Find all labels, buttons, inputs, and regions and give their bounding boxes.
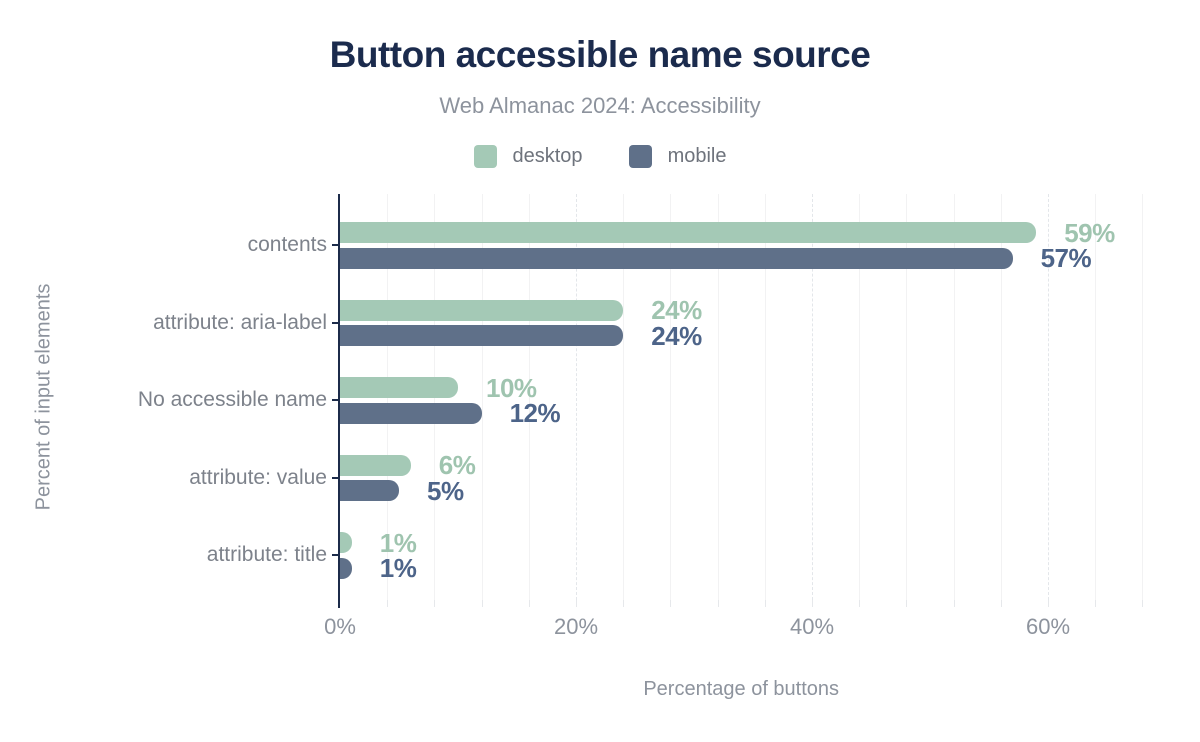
bar-mobile bbox=[340, 480, 399, 501]
x-axis-tick bbox=[764, 600, 766, 607]
bar-mobile bbox=[340, 402, 482, 424]
bar-desktop bbox=[340, 377, 458, 398]
value-label-desktop: 10% bbox=[486, 372, 537, 403]
y-axis-tick bbox=[332, 244, 338, 247]
minor-gridline bbox=[1000, 194, 1002, 600]
major-gridline bbox=[812, 194, 813, 600]
legend-item-desktop[interactable]: desktop bbox=[473, 144, 583, 168]
x-axis-tick bbox=[953, 600, 955, 607]
category-label: attribute: title bbox=[206, 543, 327, 567]
y-axis-tick bbox=[332, 321, 338, 324]
bar-desktop bbox=[340, 532, 352, 553]
legend-swatch-desktop bbox=[473, 144, 497, 168]
value-label-desktop: 1% bbox=[379, 527, 417, 558]
x-axis-tick bbox=[528, 600, 530, 607]
major-gridline bbox=[576, 194, 577, 600]
minor-gridline bbox=[1095, 194, 1097, 600]
minor-gridline bbox=[764, 194, 766, 600]
chart-subtitle: Web Almanac 2024: Accessibility bbox=[439, 93, 761, 118]
minor-gridline bbox=[481, 194, 483, 600]
value-label-mobile: 24% bbox=[651, 320, 702, 351]
bar-desktop bbox=[340, 222, 1037, 243]
x-axis-tick bbox=[1142, 600, 1144, 607]
minor-gridline bbox=[670, 194, 672, 600]
x-tick-label: 0% bbox=[324, 614, 356, 639]
category-label: attribute: value bbox=[189, 465, 327, 489]
legend-label: mobile bbox=[667, 144, 727, 167]
x-axis-tick bbox=[717, 600, 719, 607]
minor-gridline bbox=[906, 194, 908, 600]
x-axis-tick bbox=[859, 600, 861, 607]
value-label-mobile: 5% bbox=[427, 475, 464, 506]
x-axis-tick bbox=[1000, 600, 1002, 607]
x-axis-tick bbox=[387, 600, 389, 607]
x-axis-tick bbox=[1095, 600, 1097, 607]
minor-gridline bbox=[623, 194, 625, 600]
minor-gridline bbox=[953, 194, 955, 600]
legend-swatch-mobile bbox=[628, 144, 652, 168]
value-label-desktop: 59% bbox=[1064, 217, 1115, 248]
x-tick-label: 60% bbox=[1025, 614, 1071, 639]
value-label-mobile: 57% bbox=[1040, 243, 1092, 273]
y-axis-tick bbox=[332, 476, 338, 479]
major-gridline bbox=[1048, 194, 1049, 600]
x-axis-tick bbox=[623, 600, 625, 607]
x-tick-label: 40% bbox=[789, 614, 835, 639]
legend-item-mobile[interactable]: mobile bbox=[628, 144, 727, 168]
minor-gridline bbox=[1142, 194, 1144, 600]
x-axis-tick bbox=[1048, 600, 1049, 607]
minor-gridline bbox=[717, 194, 719, 600]
category-label: No accessible name bbox=[137, 388, 327, 412]
bar-mobile bbox=[340, 325, 624, 346]
x-tick-label: 20% bbox=[553, 614, 599, 639]
minor-gridline bbox=[528, 194, 530, 600]
chart-legend: desktop mobile bbox=[0, 142, 1200, 170]
x-axis-tick bbox=[434, 600, 436, 607]
value-label-desktop: 6% bbox=[438, 450, 476, 480]
y-axis-tick bbox=[332, 399, 338, 402]
value-label-desktop: 24% bbox=[651, 295, 702, 325]
y-axis-tick bbox=[332, 554, 338, 557]
bar-desktop bbox=[340, 299, 624, 321]
value-label-mobile: 1% bbox=[379, 553, 417, 583]
bar-mobile bbox=[340, 247, 1013, 269]
x-axis-title: Percentage of buttons bbox=[643, 678, 840, 700]
minor-gridline bbox=[859, 194, 861, 600]
bar-mobile bbox=[340, 557, 352, 579]
legend-label: desktop bbox=[512, 144, 583, 167]
x-axis-tick bbox=[670, 600, 672, 607]
bar-desktop bbox=[340, 454, 411, 476]
x-axis-tick bbox=[812, 600, 813, 607]
y-axis-line bbox=[338, 194, 340, 608]
category-label: attribute: aria-label bbox=[153, 310, 327, 334]
category-label: contents bbox=[247, 233, 327, 257]
x-axis-tick bbox=[906, 600, 908, 607]
value-label-mobile: 12% bbox=[509, 398, 561, 428]
x-axis-tick bbox=[481, 600, 483, 607]
x-axis-tick bbox=[576, 600, 577, 607]
chart-title: Button accessible name source bbox=[329, 34, 871, 75]
